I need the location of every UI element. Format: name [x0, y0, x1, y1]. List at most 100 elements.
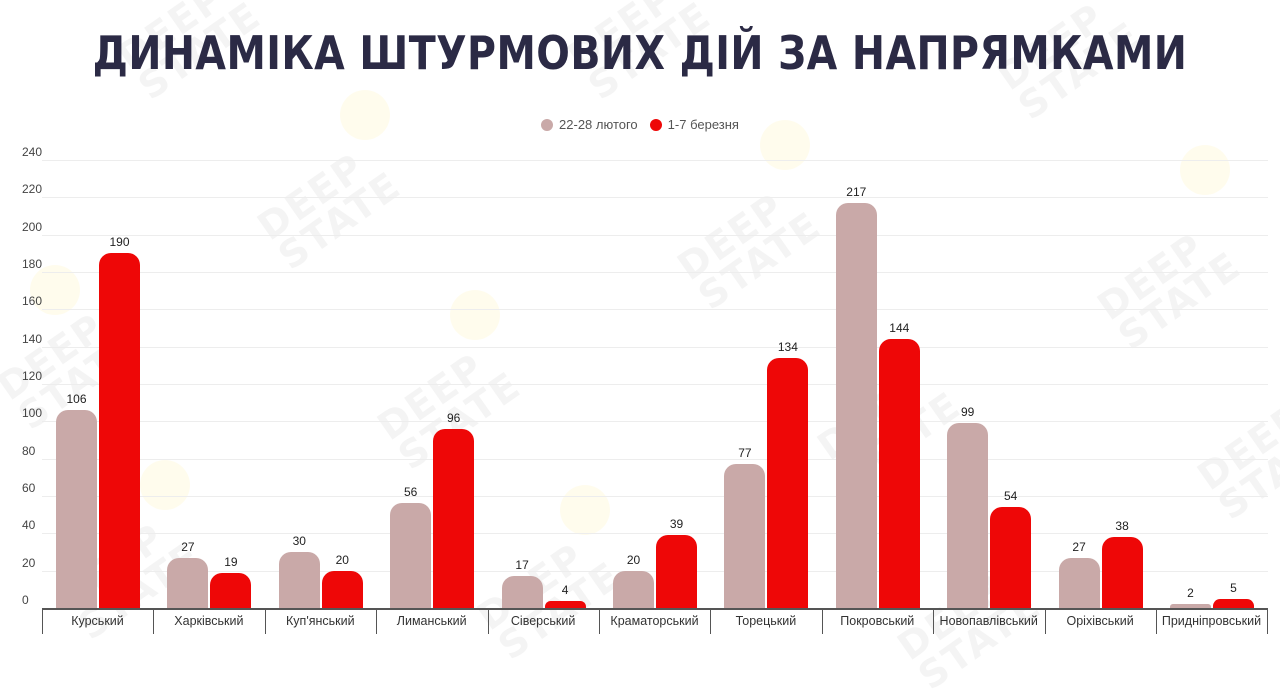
y-tick-label: 240 [22, 145, 43, 159]
y-tick-label: 200 [22, 219, 43, 234]
x-axis-tick [710, 610, 712, 634]
bar-series-2 [878, 339, 920, 608]
legend-item-series-1: 22-28 лютого [541, 117, 638, 132]
bar-series-2 [656, 535, 697, 608]
bar-series-1 [1058, 557, 1100, 608]
bar-series-2 [1101, 537, 1143, 608]
x-axis-label: Новопавлівський [939, 614, 1038, 628]
bar-value-label: 4 [561, 582, 569, 597]
bar-value-label: 190 [109, 235, 130, 250]
y-tick-label: 100 [22, 406, 43, 421]
y-tick-label: 60 [22, 481, 36, 495]
bar-value-label: 5 [1230, 580, 1237, 595]
bar-value-label: 217 [846, 184, 867, 199]
bar-value-label: 39 [669, 517, 684, 532]
bar-series-1 [947, 423, 989, 608]
x-axis-label: Куп'янський [286, 614, 355, 628]
legend-label: 22-28 лютого [559, 117, 638, 132]
gridline [42, 346, 1268, 348]
bar-value-label: 54 [1004, 489, 1018, 504]
bar-value-label: 2 [1187, 586, 1194, 601]
bar-value-label: 56 [404, 485, 418, 500]
bar-chart: 0 20 40 60 80 100 120 140 160 180 200 220 240 Курськи… [22, 145, 1269, 634]
bar-value-label: 99 [961, 405, 975, 420]
bar-value-label: 27 [181, 539, 195, 554]
y-tick-label: 220 [22, 182, 43, 197]
gridline [42, 197, 1268, 199]
bar-series-1 [390, 503, 432, 608]
y-tick-label: 140 [22, 331, 43, 346]
bar-series-1 [835, 202, 877, 608]
bar-series-1 [278, 552, 320, 608]
x-axis-tick [264, 610, 266, 634]
legend-dot-icon [541, 118, 554, 131]
chart-title: ДИНАМІКА ШТУРМОВИХ ДІЙ ЗА НАПРЯМКАМИ [92, 26, 1188, 80]
x-axis-tick [153, 610, 155, 634]
x-axis-label: Торецький [735, 614, 797, 628]
gridline [42, 421, 1268, 423]
x-axis-label: Краматорський [610, 614, 699, 628]
x-axis-tick [933, 610, 935, 634]
bar-value-label: 134 [777, 339, 798, 354]
bar-value-label: 38 [1115, 519, 1129, 534]
bar-value-label: 20 [626, 552, 641, 567]
bar-value-label: 19 [224, 554, 238, 569]
bar-value-label: 144 [889, 321, 910, 336]
bar-value-label: 17 [515, 558, 529, 573]
x-axis-label: Харківський [174, 614, 244, 628]
x-axis-label: Оріхівський [1066, 614, 1134, 628]
x-axis-label: Курський [71, 614, 124, 628]
y-tick-label: 120 [22, 369, 43, 383]
y-tick-label: 0 [22, 593, 29, 607]
gridline [42, 458, 1268, 460]
bar-series-1 [1170, 604, 1211, 608]
bar-value-label: 27 [1072, 539, 1086, 554]
legend-label: 1-7 березня [667, 117, 739, 132]
x-axis-tick [487, 610, 489, 634]
x-axis-tick [821, 610, 823, 634]
x-axis-tick [1156, 610, 1157, 634]
x-axis-line [42, 608, 1268, 610]
gridline [42, 570, 1268, 572]
y-tick-label: 40 [22, 518, 36, 533]
bar-series-1 [167, 557, 209, 608]
bar-series-2 [544, 600, 586, 608]
legend-item-series-2: 1-7 березня [649, 117, 739, 132]
bar-series-2 [767, 357, 809, 608]
gridline [42, 234, 1268, 236]
bar-value-label: 106 [66, 392, 87, 407]
gridline [42, 384, 1268, 385]
gridline [42, 309, 1268, 311]
bar-value-label: 30 [292, 534, 306, 548]
bar-value-label: 77 [738, 446, 752, 461]
bar-series-2 [433, 428, 475, 608]
bar-series-2 [99, 253, 140, 608]
bar-series-2 [210, 572, 252, 608]
legend-dot-icon [649, 118, 662, 131]
bar-series-1 [613, 570, 654, 608]
x-axis-tick [1044, 610, 1046, 634]
bar-series-2 [990, 507, 1032, 608]
bar-series-2 [321, 570, 363, 608]
bar-series-1 [501, 576, 543, 608]
y-tick-label: 20 [22, 555, 36, 570]
x-axis-label: Сіверський [510, 614, 576, 628]
x-axis-tick [599, 610, 600, 634]
bar-series-2 [1213, 598, 1254, 608]
gridline [42, 496, 1268, 497]
y-tick-label: 180 [22, 257, 43, 271]
x-axis-tick [376, 610, 378, 634]
bar-series-1 [56, 410, 97, 608]
gridline [42, 533, 1268, 535]
x-axis-label: Покровський [840, 614, 915, 628]
legend: 22-28 лютого 1-7 березня [0, 117, 1280, 132]
gridline [42, 160, 1268, 161]
x-axis-tick [1267, 610, 1269, 634]
bar-series-1 [724, 464, 766, 608]
x-axis-tick [42, 610, 43, 634]
y-tick-label: 160 [22, 294, 43, 309]
y-tick-label: 80 [22, 443, 36, 458]
bar-value-label: 96 [447, 410, 461, 425]
x-axis-label: Лиманський [396, 614, 467, 628]
x-axis-label: Придніпровський [1161, 614, 1262, 628]
